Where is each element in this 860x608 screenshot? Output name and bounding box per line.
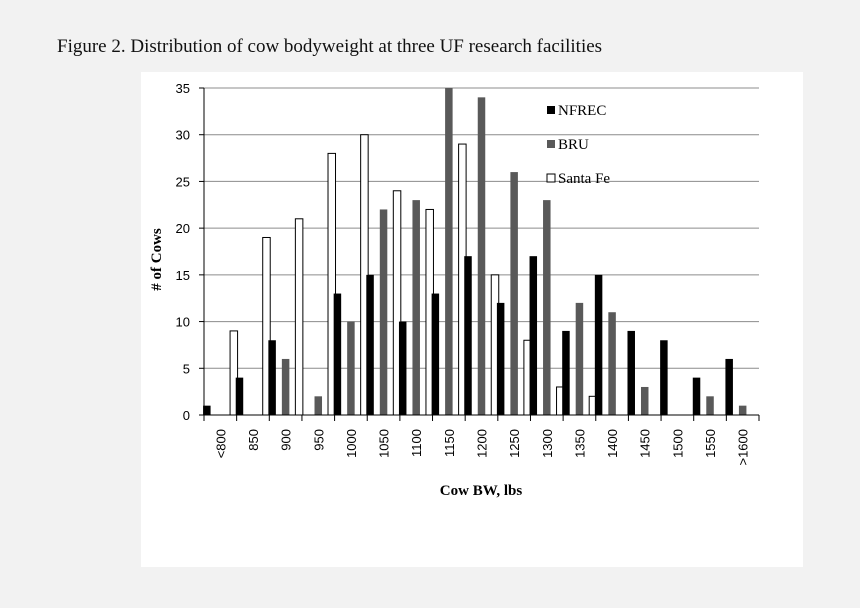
bar-nfrec	[268, 340, 276, 415]
bars	[203, 88, 747, 416]
bar-bru	[640, 386, 649, 415]
bar-nfrec	[529, 256, 538, 415]
legend-label: BRU	[558, 137, 589, 153]
bar-nfrec	[660, 340, 668, 415]
x-tick-label: 1150	[442, 429, 457, 457]
bar-bru	[314, 396, 323, 415]
x-tick-label: >1600	[736, 429, 751, 466]
y-tick-label: 5	[183, 361, 190, 376]
bar-bru	[510, 172, 518, 415]
x-tick-label: 1200	[475, 429, 490, 458]
x-tick-label: 1350	[572, 429, 587, 458]
bar-nfrec	[496, 302, 505, 415]
bar-nfrec	[203, 405, 211, 415]
figure-caption: Figure 2. Distribution of cow bodyweight…	[57, 36, 603, 57]
x-tick-label: 950	[311, 429, 326, 451]
y-tick-label: 10	[176, 315, 190, 330]
x-tick-label: 1250	[507, 429, 522, 458]
bar-chart: 0 5 10 15 20 25 30 35 <800 850 900 950 1000 1050 1100…	[149, 81, 760, 499]
bar-bru	[543, 200, 551, 415]
bar-bru	[412, 200, 420, 415]
y-tick-label: 30	[176, 128, 190, 143]
bar-nfrec	[464, 256, 472, 415]
x-tick-label: 1400	[605, 429, 620, 458]
y-tick-label: 25	[176, 174, 190, 189]
bar-bru	[445, 88, 453, 415]
bar-nfrec	[235, 377, 244, 415]
bar-bru	[379, 209, 388, 415]
legend: NFREC BRU Santa Fe	[546, 103, 610, 187]
bar-nfrec	[333, 293, 342, 415]
y-axis-title: # of Cows	[149, 228, 165, 291]
chart-panel: 0 5 10 15 20 25 30 35 <800 850 900 950 1000 1050 1100…	[141, 72, 803, 567]
bar-nfrec	[562, 330, 570, 415]
x-tick-label: 1100	[409, 429, 424, 457]
x-tick-label: 1500	[670, 429, 685, 458]
y-tick-label: 15	[176, 268, 190, 283]
bar-bru	[738, 405, 747, 415]
x-tick-label: 900	[279, 429, 294, 451]
y-tick-label: 0	[183, 408, 190, 423]
x-tick-label: 850	[246, 429, 261, 451]
legend-swatch	[547, 106, 555, 114]
legend-label: NFREC	[558, 103, 606, 119]
axes	[199, 87, 760, 421]
x-tick-label: 1450	[638, 429, 653, 458]
x-tick-label: 1300	[540, 429, 555, 458]
x-tick-label: 1050	[377, 429, 392, 458]
bar-nfrec	[692, 377, 701, 415]
bar-nfrec	[366, 274, 374, 415]
bar-nfrec	[431, 293, 440, 415]
bar-bru	[575, 302, 584, 415]
bar-bru	[281, 358, 290, 415]
bar-bru	[608, 312, 616, 415]
x-tick-labels: <800 850 900 950 1000 1050 1100 1150 1200 1250 130…	[213, 429, 750, 466]
bar-bru	[477, 97, 486, 415]
bar-nfrec	[398, 321, 407, 415]
legend-swatch	[546, 173, 556, 183]
x-tick-label: 1000	[344, 429, 359, 458]
bar-nfrec	[594, 274, 603, 415]
legend-label: Santa Fe	[558, 171, 610, 187]
legend-swatch	[547, 140, 555, 148]
x-axis-title: Cow BW, lbs	[440, 483, 523, 499]
bar-bru	[706, 396, 714, 415]
bar-santa-fe	[294, 218, 304, 416]
x-tick-label: <800	[213, 429, 228, 458]
y-tick-label: 35	[176, 81, 190, 96]
y-tick-label: 20	[176, 221, 190, 236]
bar-nfrec	[725, 358, 733, 415]
bar-bru	[347, 321, 355, 415]
y-tick-labels: 0 5 10 15 20 25 30 35	[176, 81, 190, 423]
x-tick-label: 1550	[703, 429, 718, 458]
bar-nfrec	[627, 330, 635, 415]
